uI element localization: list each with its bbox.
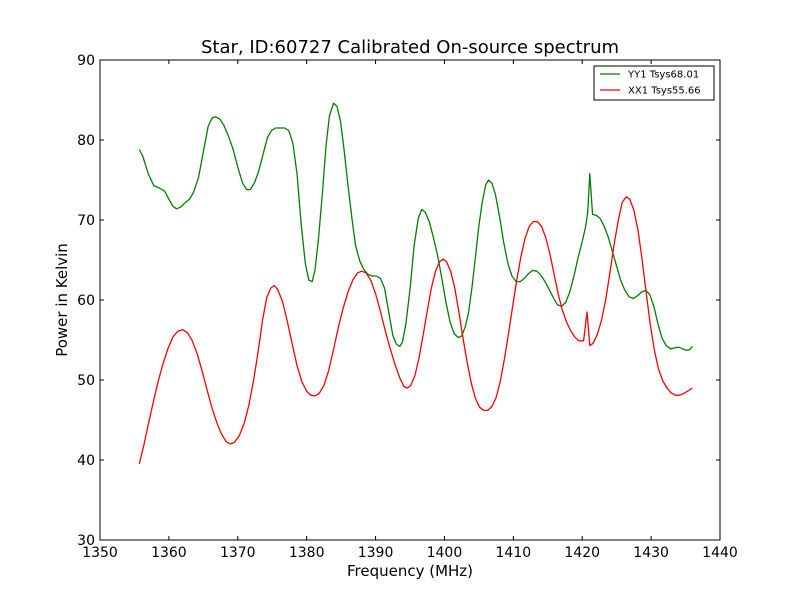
x-tick-label: 1380 [289, 545, 325, 561]
x-tick-label: 1400 [427, 545, 463, 561]
x-tick-label: 1350 [82, 545, 118, 561]
x-tick-label: 1360 [151, 545, 187, 561]
x-tick-label: 1390 [358, 545, 394, 561]
x-tick-label: 1430 [633, 545, 669, 561]
y-axis-title: Power in Kelvin [53, 243, 71, 357]
series-line-xx1 [138, 196, 693, 465]
chart-title: Star, ID:60727 Calibrated On-source spec… [201, 37, 619, 58]
y-tick-label: 60 [77, 293, 95, 309]
y-tick-label: 30 [77, 533, 95, 549]
x-tick-label: 1410 [496, 545, 532, 561]
y-tick-label: 80 [77, 133, 95, 149]
axis-ticks: 1350 1360 1370 1380 1390 1400 1410 1420 1430 1440… [77, 53, 738, 561]
legend: YY1 Tsys68.01 XX1 Tsys55.66 [593, 65, 715, 101]
y-tick-label: 50 [77, 373, 95, 389]
plot-area [138, 102, 693, 465]
y-tick-label: 70 [77, 213, 95, 229]
legend-box [593, 65, 715, 101]
x-axis-title: Frequency (MHz) [347, 562, 473, 580]
x-tick-label: 1440 [702, 545, 738, 561]
legend-label: XX1 Tsys55.66 [628, 86, 701, 97]
series-line-yy1 [138, 102, 693, 352]
legend-label: YY1 Tsys68.01 [627, 70, 699, 81]
x-tick-label: 1420 [564, 545, 600, 561]
y-tick-label: 40 [77, 453, 95, 469]
y-tick-label: 90 [77, 53, 95, 69]
x-tick-label: 1370 [220, 545, 256, 561]
